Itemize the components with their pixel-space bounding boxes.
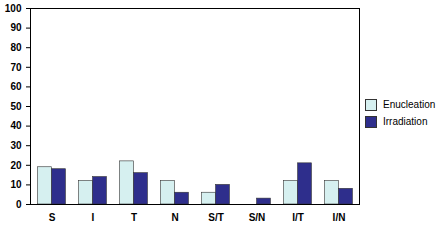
svg-text:S/T: S/T	[208, 212, 224, 223]
svg-text:70: 70	[10, 62, 22, 73]
svg-text:I: I	[92, 212, 95, 223]
svg-text:60: 60	[10, 81, 22, 92]
svg-text:80: 80	[10, 42, 22, 53]
svg-text:0: 0	[16, 199, 22, 210]
svg-text:20: 20	[10, 160, 22, 171]
svg-text:40: 40	[10, 120, 22, 131]
svg-text:S/N: S/N	[249, 212, 266, 223]
svg-text:N: N	[171, 212, 178, 223]
svg-text:100: 100	[5, 3, 22, 14]
svg-text:90: 90	[10, 22, 22, 33]
svg-text:T: T	[131, 212, 137, 223]
svg-text:I/N: I/N	[333, 212, 346, 223]
svg-text:30: 30	[10, 140, 22, 151]
svg-text:50: 50	[10, 101, 22, 112]
html-text:Enucleation: Enucleation	[383, 99, 436, 110]
svg-text:10: 10	[10, 179, 22, 190]
svg-text:I/T: I/T	[292, 212, 304, 223]
svg-text:S: S	[49, 212, 56, 223]
html-text:Irradiation: Irradiation	[383, 116, 428, 127]
